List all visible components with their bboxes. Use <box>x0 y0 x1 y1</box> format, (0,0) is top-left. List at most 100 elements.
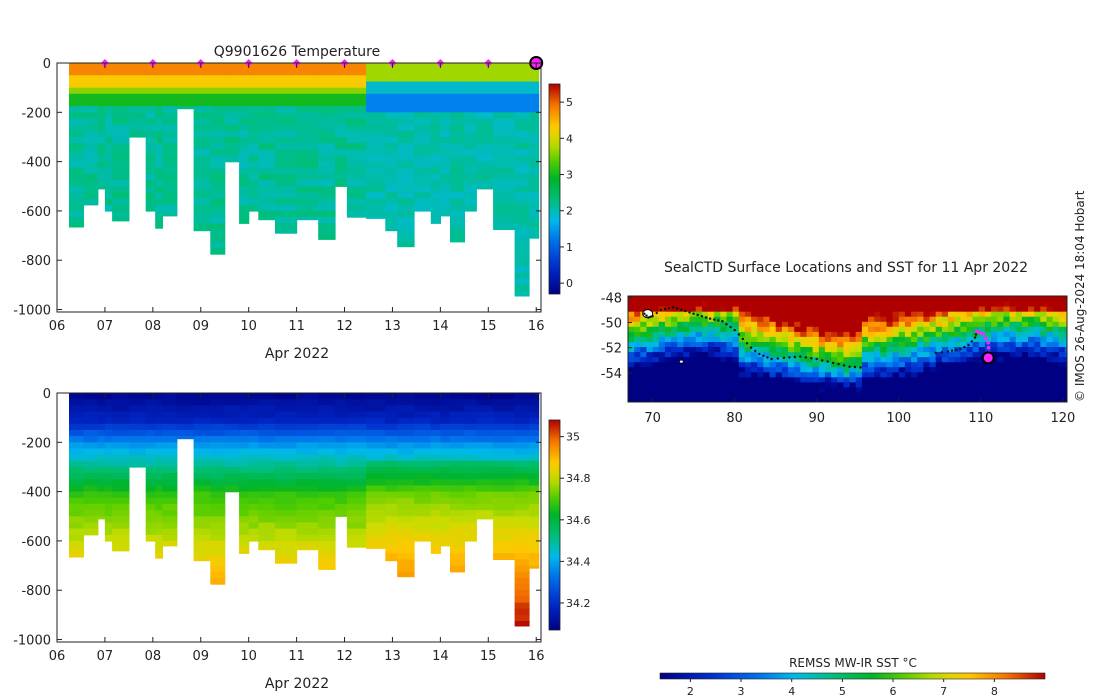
heatmap-cell <box>385 112 398 120</box>
sst-cell <box>892 311 900 317</box>
heatmap-cell <box>397 473 415 480</box>
heatmap-cell <box>529 173 540 181</box>
sst-cell <box>997 306 1005 312</box>
sst-cell <box>744 346 752 353</box>
heatmap-cell <box>104 503 113 511</box>
sst-cell <box>695 321 703 327</box>
heatmap-cell <box>430 161 441 169</box>
heatmap-cell <box>476 399 494 406</box>
temperature-x-label: Apr 2022 <box>265 346 329 362</box>
temperature-heatmap <box>69 63 540 297</box>
heatmap-cell <box>385 460 398 468</box>
sst-cell <box>929 321 937 327</box>
sst-cell <box>769 376 777 383</box>
sst-cell <box>911 356 918 363</box>
heatmap-cell <box>112 81 130 89</box>
heatmap-cell <box>529 534 540 542</box>
colorbar-tick-label: 34.4 <box>566 555 591 568</box>
sst-cell <box>868 371 875 378</box>
heatmap-cell <box>83 405 99 413</box>
sst-cell <box>1058 376 1066 383</box>
sst-cell <box>1034 321 1041 327</box>
heatmap-cell <box>296 497 319 505</box>
sst-cell <box>929 361 937 368</box>
sst-cell <box>948 386 955 393</box>
sst-cell <box>898 306 906 312</box>
heatmap-cell <box>476 485 494 493</box>
heatmap-cell <box>239 130 250 138</box>
heatmap-cell <box>414 436 432 443</box>
heatmap-cell <box>476 93 494 101</box>
heatmap-cell <box>514 411 530 419</box>
heatmap-cell <box>514 467 530 474</box>
heatmap-cell <box>464 467 477 474</box>
sst-cell <box>978 336 986 342</box>
heatmap-cell <box>83 161 99 169</box>
heatmap-cell <box>112 405 130 413</box>
sst-cell <box>714 356 721 363</box>
salinity-x-axis: 06 07 08 09 10 11 12 13 14 15 16 <box>49 393 544 664</box>
heatmap-cell <box>450 155 465 163</box>
heatmap-cell <box>366 405 386 413</box>
sst-cell <box>757 336 764 342</box>
sst-cell <box>714 371 721 378</box>
sst-cell <box>806 381 814 388</box>
sst-cell <box>714 361 721 368</box>
heatmap-cell <box>296 155 319 163</box>
sst-cell <box>794 331 801 337</box>
heatmap-cell <box>258 161 276 169</box>
sst-cell <box>966 371 974 378</box>
sst-cell <box>917 316 924 322</box>
sst-cell <box>1034 306 1041 312</box>
heatmap-cell <box>397 454 415 462</box>
heatmap-cell <box>155 540 163 548</box>
heatmap-cell <box>145 510 156 517</box>
sst-cell <box>794 301 801 307</box>
sst-cell <box>658 351 666 358</box>
sst-cell <box>1028 306 1035 312</box>
heatmap-cell <box>83 69 99 76</box>
sst-cell <box>689 326 697 332</box>
heatmap-cell <box>514 436 530 443</box>
heatmap-cell <box>104 112 113 120</box>
heatmap-cell <box>97 503 106 511</box>
sst-cell <box>837 316 844 322</box>
heatmap-cell <box>430 454 441 462</box>
sst-cell <box>1028 346 1035 353</box>
sst-cell <box>1058 316 1066 322</box>
heatmap-cell <box>248 93 259 101</box>
sst-cell <box>911 341 918 347</box>
heatmap-cell <box>210 167 226 175</box>
heatmap-cell <box>112 540 130 548</box>
sst-cell <box>1058 296 1066 302</box>
sst-cell <box>1028 296 1035 302</box>
sst-cell <box>874 386 881 393</box>
heatmap-cell <box>210 161 226 169</box>
sst-cell <box>658 356 666 363</box>
heatmap-cell <box>430 411 441 419</box>
sst-cell <box>628 341 635 347</box>
sst-cell <box>935 316 943 322</box>
heatmap-cell <box>104 423 113 431</box>
sst-cell <box>1028 397 1035 402</box>
heatmap-cell <box>514 118 530 126</box>
sst-cell <box>646 371 654 378</box>
heatmap-cell <box>430 503 441 511</box>
sst-cell <box>837 391 844 398</box>
sst-cell <box>634 326 641 332</box>
sst-cell <box>966 326 974 332</box>
heatmap-cell <box>440 204 451 212</box>
heatmap-cell <box>450 399 465 406</box>
heatmap-cell <box>162 93 178 101</box>
sst-cell <box>671 301 678 307</box>
sst-cell <box>683 351 691 358</box>
sst-cell <box>849 361 857 368</box>
sst-cell <box>1028 341 1035 347</box>
heatmap-cell <box>476 393 494 400</box>
heatmap-cell <box>334 161 348 169</box>
heatmap-cell <box>366 69 386 76</box>
sst-cell <box>954 366 961 373</box>
sst-cell <box>664 381 672 388</box>
heatmap-cell <box>104 491 113 499</box>
heatmap-cell <box>210 186 226 194</box>
